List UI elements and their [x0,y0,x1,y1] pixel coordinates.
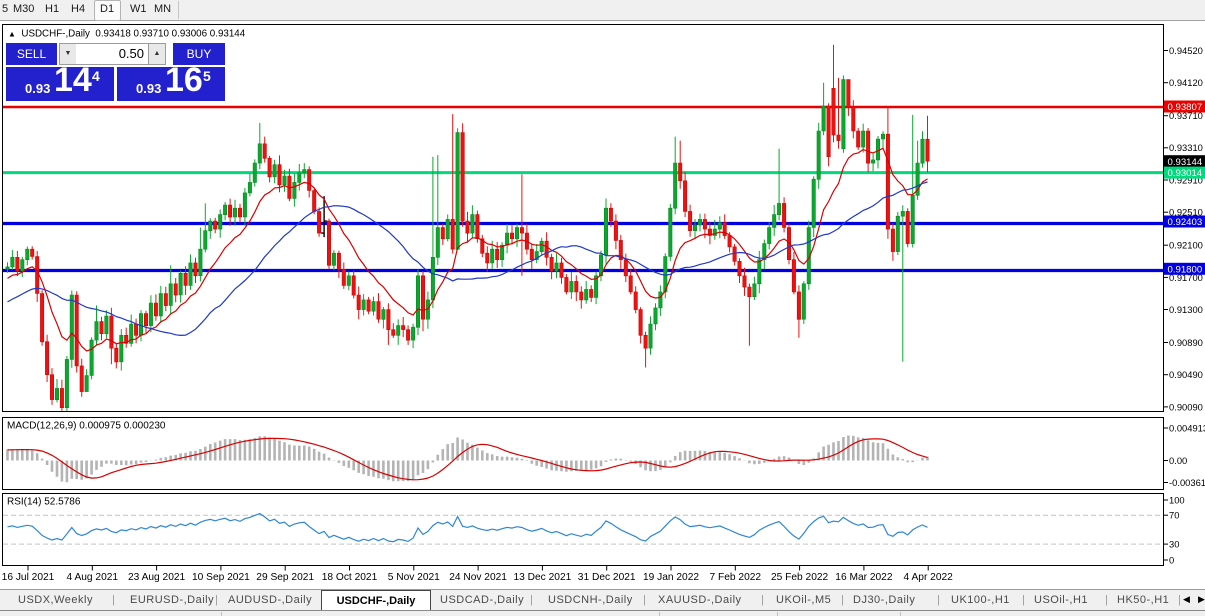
svg-text:0.94520: 0.94520 [1169,45,1203,56]
svg-text:23 Aug 2021: 23 Aug 2021 [128,572,186,583]
svg-text:24 Nov 2021: 24 Nov 2021 [449,572,507,583]
svg-text:4 Aug 2021: 4 Aug 2021 [67,572,119,583]
svg-text:▲ USDCHF-,Daily 0.93418 0.93: ▲ USDCHF-,Daily 0.93418 0.93710 0.93006 … [8,29,246,40]
svg-text:0.00: 0.00 [1169,455,1187,466]
svg-text:29 Sep 2021: 29 Sep 2021 [256,572,314,583]
svg-text:0.90890: 0.90890 [1169,337,1203,348]
svg-text:0.92100: 0.92100 [1169,240,1203,251]
svg-text:30: 30 [1169,539,1179,550]
svg-text:0.91300: 0.91300 [1169,304,1203,315]
svg-text:MACD(12,26,9) 0.000975 0.00023: MACD(12,26,9) 0.000975 0.000230 [7,421,166,432]
svg-text:0.92510: 0.92510 [1169,207,1203,218]
svg-text:5 Nov 2021: 5 Nov 2021 [388,572,440,583]
svg-text:19 Jan 2022: 19 Jan 2022 [643,572,699,583]
svg-text:10 Sep 2021: 10 Sep 2021 [192,572,250,583]
svg-text:0.90490: 0.90490 [1169,369,1203,380]
svg-text:16 Mar 2022: 16 Mar 2022 [835,572,893,583]
svg-text:16 Jul 2021: 16 Jul 2021 [2,572,55,583]
svg-text:RSI(14) 52.5786: RSI(14) 52.5786 [7,497,81,508]
svg-text:7 Feb 2022: 7 Feb 2022 [710,572,762,583]
svg-text:0.92910: 0.92910 [1169,174,1203,185]
svg-text:25 Feb 2022: 25 Feb 2022 [771,572,829,583]
svg-text:0.90090: 0.90090 [1169,401,1203,412]
svg-text:0.004913: 0.004913 [1169,422,1205,433]
svg-text:18 Oct 2021: 18 Oct 2021 [322,572,378,583]
svg-text:0.93710: 0.93710 [1169,110,1203,121]
svg-text:0.91800: 0.91800 [1168,264,1203,275]
svg-text:0.94120: 0.94120 [1169,77,1203,88]
svg-text:31 Dec 2021: 31 Dec 2021 [578,572,636,583]
svg-text:0.93310: 0.93310 [1169,142,1203,153]
svg-text:13 Dec 2021: 13 Dec 2021 [514,572,572,583]
svg-text:0.92403: 0.92403 [1168,217,1203,228]
svg-text:0: 0 [1169,554,1174,565]
svg-text:0.93807: 0.93807 [1168,102,1203,113]
svg-text:-0.00361: -0.00361 [1169,477,1205,488]
svg-text:0.91700: 0.91700 [1169,272,1203,283]
svg-text:70: 70 [1169,510,1179,521]
svg-text:0.93144: 0.93144 [1168,157,1203,168]
svg-text:4 Apr 2022: 4 Apr 2022 [904,572,954,583]
svg-text:100: 100 [1169,494,1185,505]
svg-text:0.93014: 0.93014 [1168,168,1203,179]
